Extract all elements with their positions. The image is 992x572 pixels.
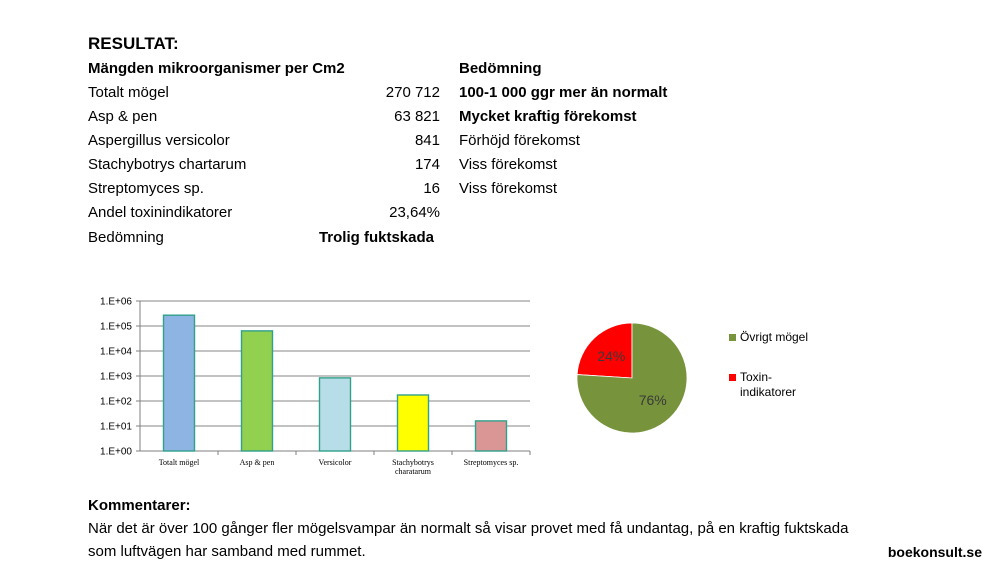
row-label: Andel toxinindikatorer [88, 204, 233, 221]
legend-swatch-toxin [729, 374, 736, 381]
row-value: 16 [423, 180, 440, 197]
comments-line-2: som luftvägen har samband med rummet. [88, 543, 366, 560]
row-assessment: Viss förekomst [459, 156, 558, 173]
brand-logo-text: boekonsult.se [887, 544, 982, 560]
verdict-label: Bedömning [88, 229, 164, 246]
legend-label-ovrigt: Övrigt mögel [740, 330, 809, 344]
row-label: Totalt mögel [88, 84, 169, 101]
row-assessment: Förhöjd förekomst [459, 132, 580, 149]
pie-chart: 24% 76% [576, 322, 688, 434]
x-tick-label: Versicolor [319, 458, 352, 467]
x-tick-label: Stachybotrys charatarum [392, 458, 434, 476]
x-tick-label: Streptomyces sp. [464, 458, 519, 467]
legend-swatch-ovrigt [729, 334, 736, 341]
bar [318, 377, 352, 452]
pie-data-label: 76% [639, 392, 667, 408]
row-assessment: 100-1 000 ggr mer än normalt [459, 84, 668, 101]
y-tick-label: 1.E+04 [100, 347, 132, 358]
row-label: Asp & pen [88, 108, 158, 125]
row-label: Aspergillus versicolor [88, 132, 230, 149]
row-value: 841 [414, 132, 440, 149]
pie-data-label: 24% [597, 348, 625, 364]
comments-title: Kommentarer: [88, 497, 191, 514]
bar [474, 420, 508, 452]
row-value: 270 712 [385, 84, 440, 101]
table-row: Asp & pen 63 821 Mycket kraftig förekoms… [88, 105, 728, 129]
row-value: 174 [414, 156, 440, 173]
table-header-right: Bedömning [459, 60, 542, 77]
table-header-left: Mängden mikroorganismer per Cm2 [88, 60, 345, 77]
y-tick-label: 1.E+02 [100, 397, 132, 408]
y-tick-label: 1.E+00 [100, 447, 132, 458]
row-assessment: Viss förekomst [459, 180, 558, 197]
bar [162, 314, 196, 452]
y-tick-label: 1.E+01 [100, 422, 132, 433]
result-heading: RESULTAT: [88, 34, 179, 53]
row-label: Stachybotrys chartarum [88, 156, 247, 173]
row-label: Streptomyces sp. [88, 180, 204, 197]
bar-chart: 1.E+00 1.E+01 1.E+02 1.E+03 1.E+04 1.E+05 1.E+… [100, 297, 531, 476]
table-row: Andel toxinindikatorer 23,64% [88, 201, 728, 225]
row-value: 23,64% [389, 204, 440, 221]
table-header-row: Mängden mikroorganismer per Cm2 Bedömnin… [88, 57, 728, 81]
table-row: Stachybotrys chartarum 174 Viss förekoms… [88, 153, 728, 177]
verdict-row: Bedömning Trolig fuktskada [88, 226, 728, 250]
pie-slice [576, 322, 633, 379]
y-tick-label: 1.E+06 [100, 297, 132, 308]
comments-line-1: När det är över 100 gånger fler mögelsva… [88, 520, 849, 537]
table-row: Totalt mögel 270 712 100-1 000 ggr mer ä… [88, 81, 728, 105]
verdict-value: Trolig fuktskada [318, 229, 434, 246]
table-row: Streptomyces sp. 16 Viss förekomst [88, 177, 728, 201]
row-assessment: Mycket kraftig förekomst [459, 108, 637, 125]
y-tick-label: 1.E+03 [100, 372, 132, 383]
legend-label-toxin: Toxin-indikatorer [740, 370, 797, 399]
bar [240, 330, 274, 452]
x-tick-label: Asp & pen [240, 458, 275, 467]
bar [396, 394, 430, 452]
row-value: 63 821 [394, 108, 440, 125]
table-row: Aspergillus versicolor 841 Förhöjd förek… [88, 129, 728, 153]
x-tick-label: Totalt mögel [159, 458, 200, 467]
pie-slice [576, 322, 688, 434]
y-tick-label: 1.E+05 [100, 322, 132, 333]
comments-section: Kommentarer: När det är över 100 gånger … [88, 494, 888, 563]
